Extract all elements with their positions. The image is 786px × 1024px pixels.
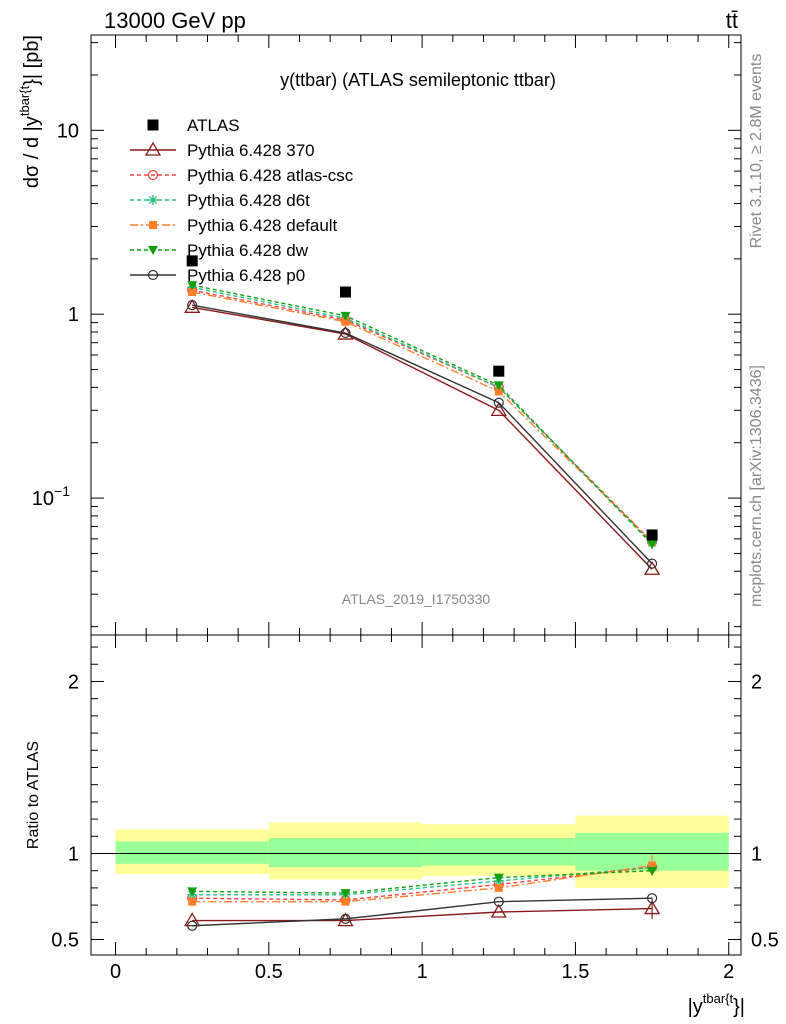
main-ylabel: dσ / d |ytbar{t}| [pb] xyxy=(17,35,43,188)
analysis-watermark: ATLAS_2019_I1750330 xyxy=(342,591,491,607)
legend-label-pythia-6-428-370: Pythia 6.428 370 xyxy=(187,141,315,160)
series-point-pythia-6-428-dw xyxy=(647,540,658,550)
ratio-frame xyxy=(90,634,742,956)
x-axis-label-sup: tbar{t xyxy=(703,991,734,1006)
legend-marker-pythia-6-428-370 xyxy=(144,141,162,156)
side-text-top: Rivet 3.1.10, ≥ 2.8M events xyxy=(748,54,765,249)
series-line-pythia-6-428-dw xyxy=(192,284,653,545)
ratio-point-pythia-6-428-default xyxy=(188,897,197,906)
ratio-point-pythia-6-428-dw xyxy=(647,866,658,876)
series-point-pythia-6-428-370 xyxy=(490,402,507,416)
ratio-point-pythia-6-428-p0 xyxy=(493,896,504,907)
main-plot-area xyxy=(184,255,661,575)
ratio-point-pythia-6-428-dw xyxy=(340,889,351,899)
ratio-point-pythia-6-428-370 xyxy=(184,912,201,927)
legend-label-pythia-6-428-p0: Pythia 6.428 p0 xyxy=(187,266,305,285)
main-ylabel-sup: tbar{t xyxy=(17,85,32,116)
series-point-pythia-6-428-dw xyxy=(187,281,198,291)
ratio-xtick-label: 1 xyxy=(417,961,428,983)
ratio-band-green xyxy=(422,838,576,866)
ratio-band-green xyxy=(115,841,269,864)
legend-label-pythia-6-428-default: Pythia 6.428 default xyxy=(187,216,338,235)
ratio-point-pythia-6-428-default xyxy=(648,861,657,870)
x-axis-label: |ytbar{t}| xyxy=(688,991,745,1018)
side-text-bottom: mcplots.cern.ch [arXiv:1306.3436] xyxy=(748,365,765,607)
ratio-point-pythia-6-428-370 xyxy=(490,903,507,918)
data-point-atlas xyxy=(493,365,505,377)
ratio-xtick-label: 0 xyxy=(110,961,121,983)
ratio-plot-area xyxy=(91,815,741,931)
ratio-point-pythia-6-428-default xyxy=(341,897,350,906)
main-ytick-label: 10−1 xyxy=(32,483,70,510)
ratio-point-pythia-6-428-370 xyxy=(643,900,661,915)
main-ylabel-base: dσ / d |y xyxy=(21,116,43,188)
header-left: 13000 GeV pp xyxy=(104,8,246,33)
legend-marker-atlas xyxy=(147,119,159,131)
ratio-ytick-label-left: 1 xyxy=(68,843,79,865)
legend-label-pythia-6-428-d6t: Pythia 6.428 d6t xyxy=(187,191,310,210)
series-line-pythia-6-428-370 xyxy=(192,306,653,570)
ratio-ytick-label-right: 0.5 xyxy=(751,930,779,952)
ratio-band-green xyxy=(268,838,423,868)
ratio-ylabel: Ratio to ATLAS xyxy=(25,741,42,849)
main-title: y(ttbar) (ATLAS semileptonic ttbar) xyxy=(280,70,556,90)
ratio-line-pythia-6-428-default xyxy=(192,864,653,903)
legend-label-pythia-6-428-atlas-csc: Pythia 6.428 atlas-csc xyxy=(187,166,354,185)
legend-marker-pythia-6-428-p0 xyxy=(147,269,159,281)
series-point-pythia-6-428-p0 xyxy=(493,397,504,408)
ratio-line-pythia-6-428-p0 xyxy=(192,897,653,927)
legend-marker-pythia-6-428-dw xyxy=(148,246,158,255)
ratio-point-pythia-6-428-dw xyxy=(493,873,504,883)
ratio-point-pythia-6-428-p0 xyxy=(646,893,658,904)
ratio-xtick-label: 2 xyxy=(723,961,734,983)
legend-marker-pythia-6-428-default xyxy=(149,221,157,229)
data-point-atlas xyxy=(646,529,658,541)
data-point-atlas xyxy=(339,286,351,298)
series-point-pythia-6-428-default xyxy=(494,387,503,396)
ratio-ytick-label-right: 1 xyxy=(751,843,762,865)
series-point-pythia-6-428-default xyxy=(341,317,350,326)
ratio-ytick-label-right: 2 xyxy=(751,671,762,693)
ratio-ticks: 0.5 0.5 1 1 2 2 0 0.5 1 1.5 2 xyxy=(51,635,779,983)
ratio-ytick-label-left: 2 xyxy=(68,671,79,693)
data-point-atlas xyxy=(186,255,198,267)
ratio-xtick-label: 1.5 xyxy=(562,961,590,983)
main-ytick-label: 1 xyxy=(68,304,79,326)
series-point-pythia-6-428-default xyxy=(188,288,197,297)
ratio-ytick-label-left: 0.5 xyxy=(51,930,79,952)
ratio-panel: 0.5 0.5 1 1 2 2 0 0.5 1 1.5 2 Ratio to ATLAS |ytba… xyxy=(25,634,779,1018)
ratio-line-pythia-6-428-370 xyxy=(192,907,653,922)
ratio-point-pythia-6-428-p0 xyxy=(187,920,198,931)
main-ytick-label-base: 10 xyxy=(32,488,54,510)
series-point-pythia-6-428-dw xyxy=(493,381,504,391)
series-point-pythia-6-428-dw xyxy=(340,311,351,321)
series-line-pythia-6-428-d6t xyxy=(192,286,653,544)
legend-label-atlas: ATLAS xyxy=(187,116,240,135)
x-axis-label-tail: }| xyxy=(733,996,745,1018)
legend: ATLAS Pythia 6.428 370 Pythia 6.428 atlas-… xyxy=(130,116,354,285)
series-line-pythia-6-428-default xyxy=(192,291,653,543)
series-point-pythia-6-428-p0 xyxy=(646,558,658,569)
series-point-pythia-6-428-p0 xyxy=(340,327,351,339)
legend-marker-pythia-6-428-d6t xyxy=(148,195,158,205)
ratio-point-pythia-6-428-default xyxy=(494,883,503,892)
main-ylabel-tail: }| [pb] xyxy=(21,35,43,86)
header-right: tt̄ xyxy=(726,8,738,33)
ratio-point-pythia-6-428-p0 xyxy=(340,913,351,924)
series-line-pythia-6-428-atlas-csc xyxy=(192,289,653,543)
x-axis-label-base: |y xyxy=(688,996,703,1018)
legend-marker-pythia-6-428-atlas-csc xyxy=(147,169,159,181)
ratio-point-pythia-6-428-dw xyxy=(187,887,198,897)
main-ytick-label-exp: −1 xyxy=(54,483,70,499)
series-line-pythia-6-428-p0 xyxy=(192,304,653,565)
series-point-pythia-6-428-370 xyxy=(643,560,661,575)
ratio-xtick-label: 0.5 xyxy=(255,961,283,983)
legend-label-pythia-6-428-dw: Pythia 6.428 dw xyxy=(187,241,309,260)
main-ytick-label: 10 xyxy=(57,120,79,142)
series-point-pythia-6-428-p0 xyxy=(187,300,198,311)
